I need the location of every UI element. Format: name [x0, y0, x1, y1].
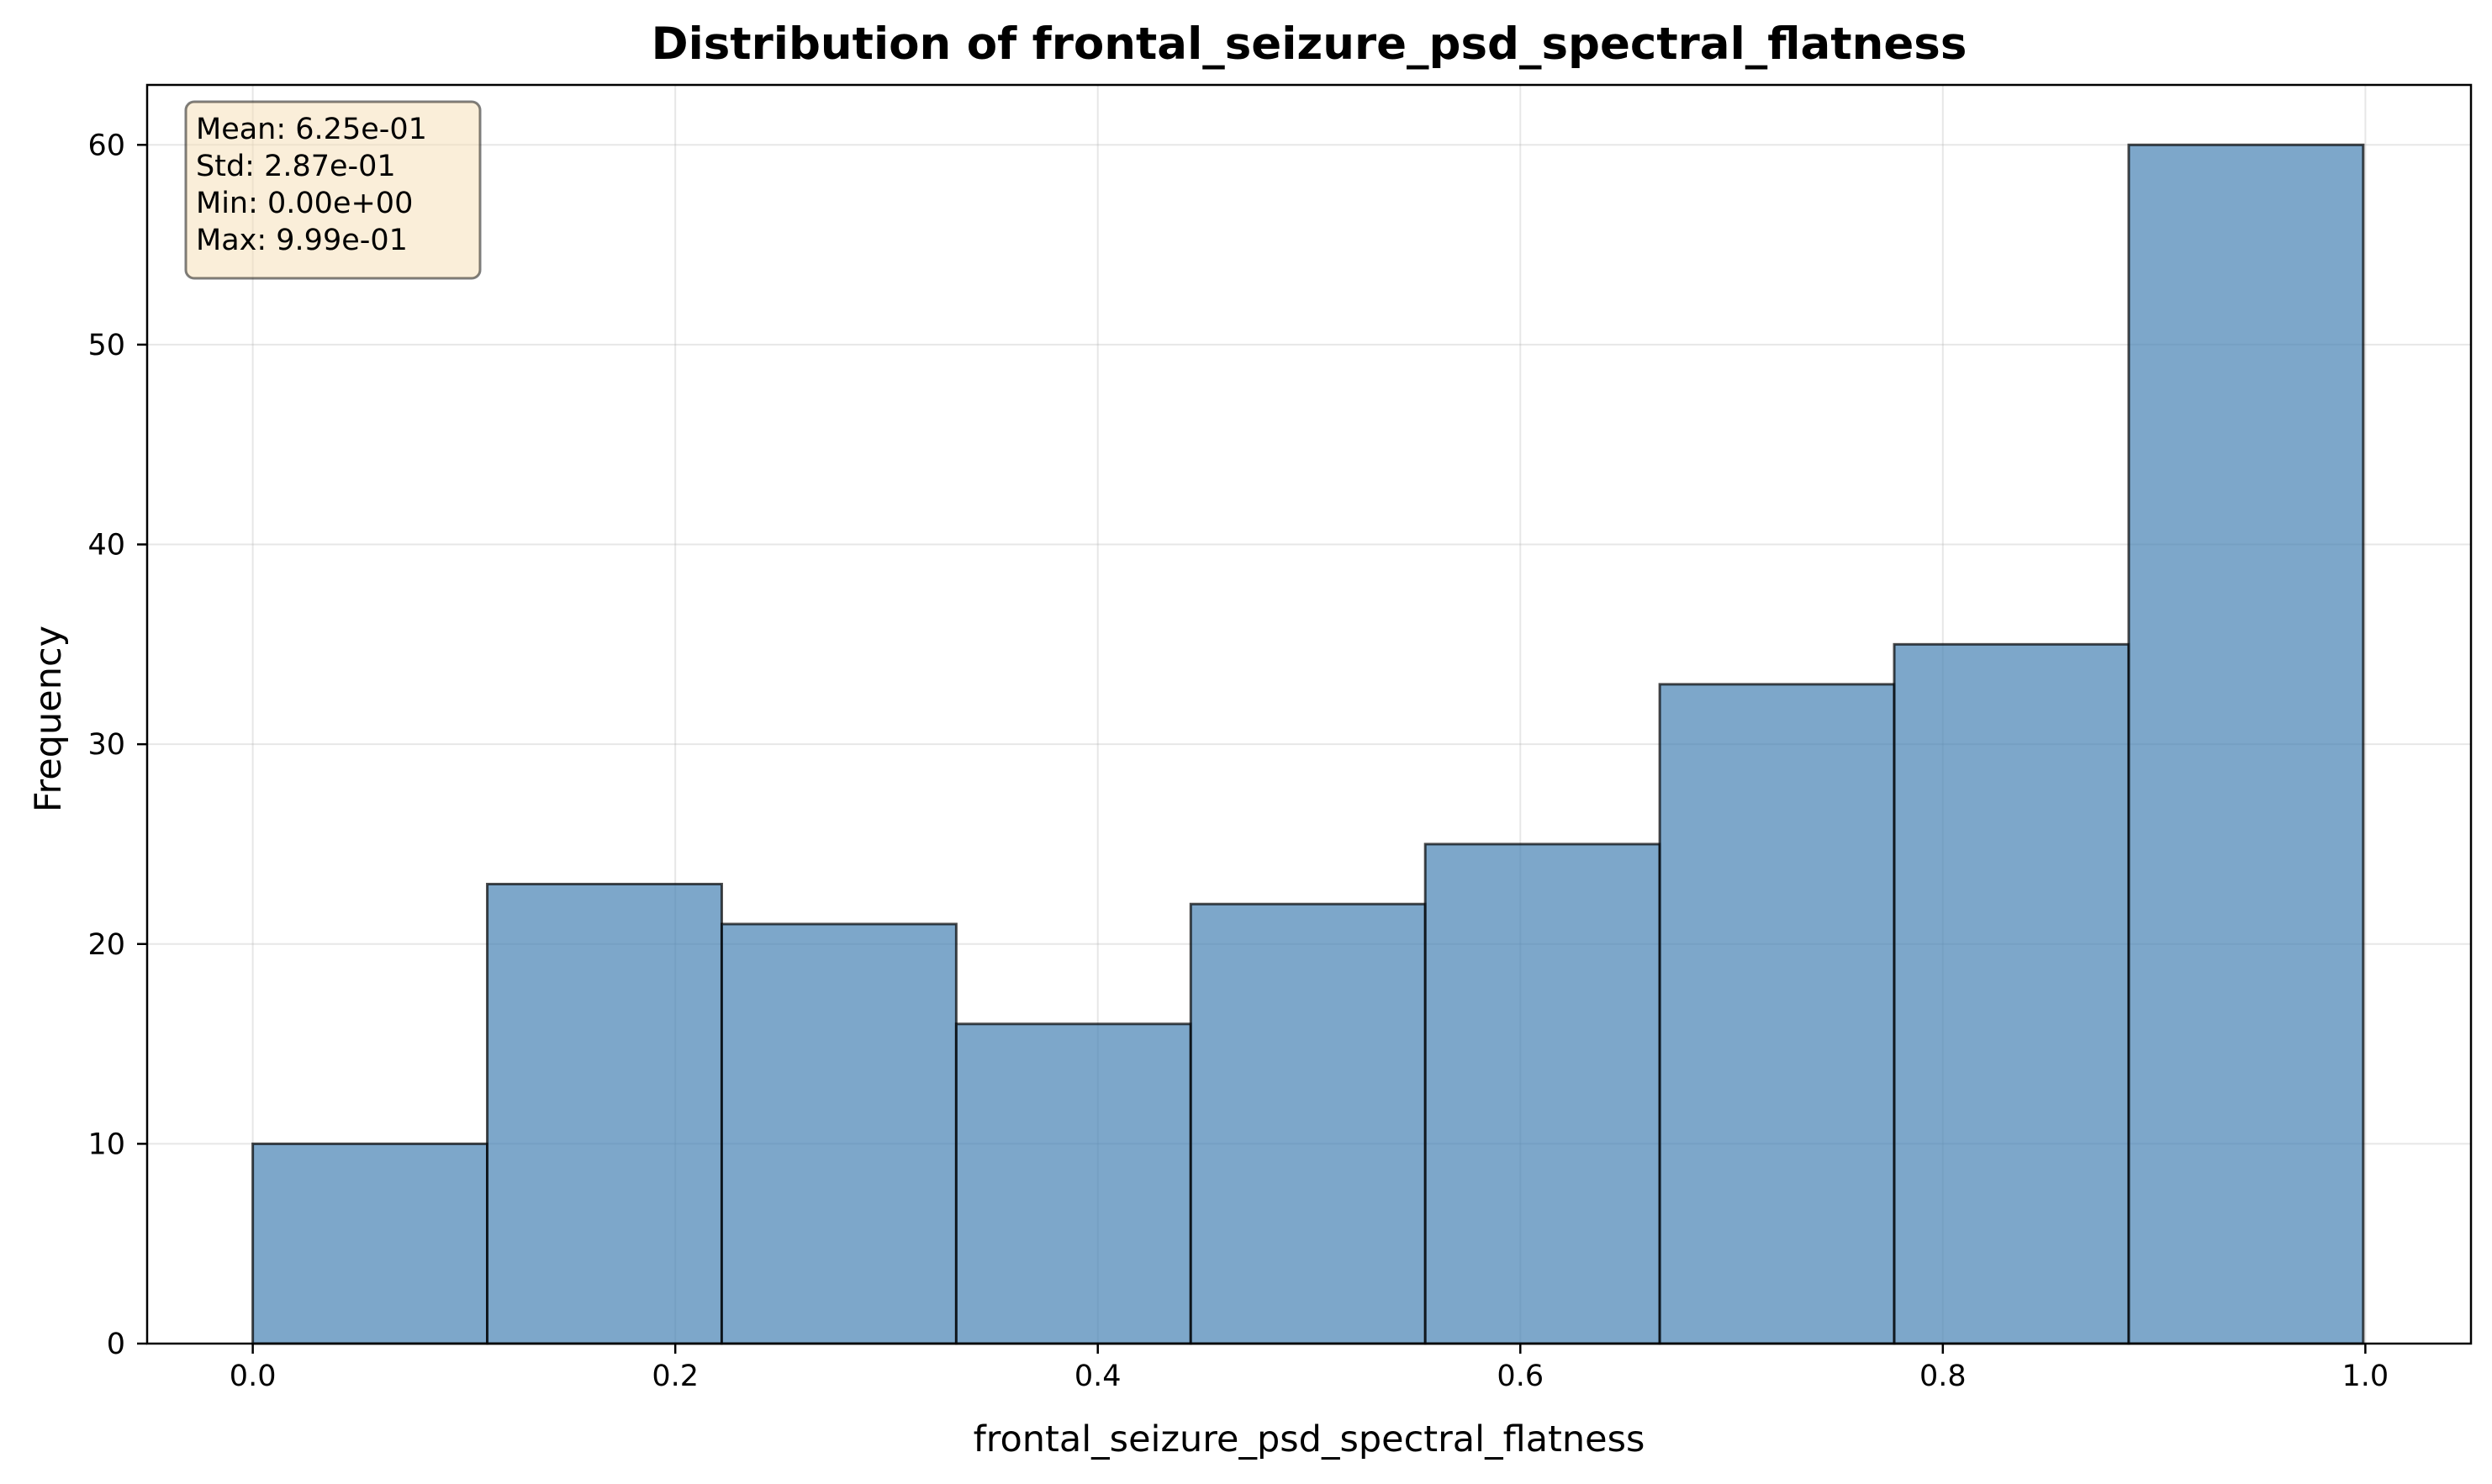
y-axis-ticks: 0 10 20 30 40 50 60 — [87, 129, 147, 1361]
histogram-bar — [1189, 902, 1427, 1345]
histogram-bar — [954, 1022, 1192, 1345]
y-tick-label: 10 — [87, 1128, 125, 1161]
histogram-bar — [720, 922, 958, 1345]
plot-frame — [145, 83, 2473, 1345]
x-tick-label: 0.4 — [1074, 1360, 1122, 1393]
x-tick-label: 0.2 — [652, 1360, 699, 1393]
histogram-bar — [1423, 842, 1661, 1345]
y-tick-label: 20 — [87, 928, 125, 962]
stats-line: Min: 0.00e+00 — [196, 187, 413, 220]
stats-box: Mean: 6.25e-01 Std: 2.87e-01 Min: 0.00e+00… — [184, 100, 482, 280]
histogram-bar — [1658, 683, 1896, 1345]
y-tick-label: 60 — [87, 129, 125, 162]
x-tick-label: 0.8 — [1919, 1360, 1967, 1393]
histogram-bar — [251, 1142, 489, 1345]
stats-line: Std: 2.87e-01 — [196, 150, 396, 183]
stats-line: Mean: 6.25e-01 — [196, 113, 427, 146]
chart-title: Distribution of frontal_seizure_psd_spec… — [652, 18, 1967, 70]
stats-box-background — [184, 100, 482, 280]
y-tick-label: 0 — [107, 1328, 125, 1361]
histogram-bar — [1893, 642, 2130, 1345]
stats-line: Max: 9.99e-01 — [196, 224, 408, 257]
y-tick-label: 40 — [87, 529, 125, 562]
histogram-bar — [2127, 143, 2365, 1345]
x-tick-label: 1.0 — [2342, 1360, 2389, 1393]
x-tick-label: 0.6 — [1497, 1360, 1544, 1393]
x-axis-ticks: 0.0 0.2 0.4 0.6 0.8 1.0 — [230, 1344, 2389, 1393]
y-tick-label: 30 — [87, 728, 125, 762]
y-axis-label: Frequency — [28, 626, 70, 812]
x-axis-label: frontal_seizure_psd_spectral_flatness — [974, 1418, 1645, 1460]
y-tick-label: 50 — [87, 329, 125, 362]
histogram-bars — [251, 143, 2365, 1345]
histogram-bar — [486, 882, 723, 1345]
x-tick-label: 0.0 — [230, 1360, 277, 1393]
